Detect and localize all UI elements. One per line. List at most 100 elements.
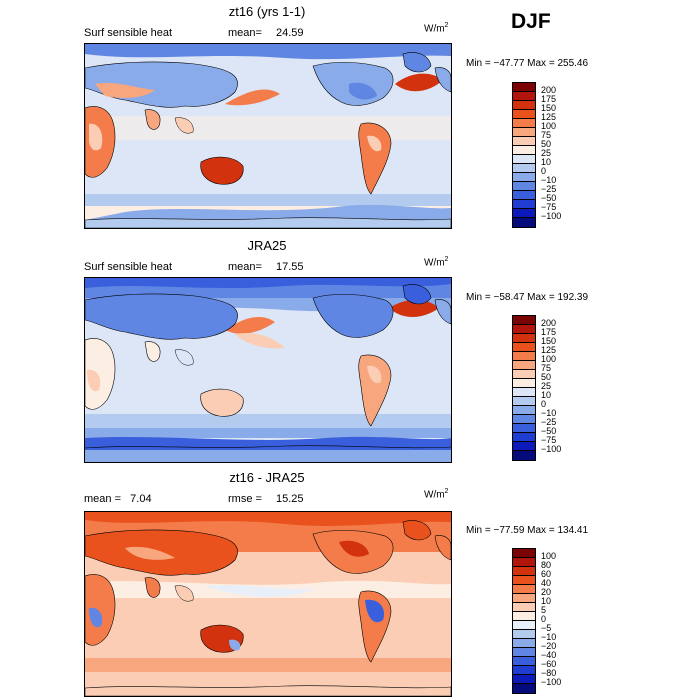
units-exponent: 2 bbox=[444, 256, 449, 263]
colorbar-segment bbox=[513, 155, 535, 164]
colorbar-tick-label: −60 bbox=[541, 659, 557, 669]
colorbar-segment bbox=[513, 388, 535, 397]
panel-1-minmax: Min = −47.77 Max = 255.46 bbox=[466, 58, 589, 69]
colorbar-tick-label: 20 bbox=[541, 587, 552, 597]
colorbar-tick-label: −50 bbox=[541, 426, 557, 436]
colorbar-segment bbox=[513, 639, 535, 648]
colorbar-tick-label: 10 bbox=[541, 390, 552, 400]
panel-3-rmse-value: 15.25 bbox=[276, 493, 304, 505]
units-base: W/m bbox=[424, 257, 445, 269]
colorbar-tick-label: 0 bbox=[541, 166, 547, 176]
colorbar-tick-label: −5 bbox=[541, 623, 552, 633]
colorbar-segment bbox=[513, 648, 535, 657]
colorbar-tick-label: 0 bbox=[541, 399, 547, 409]
units-base: W/m bbox=[424, 489, 445, 501]
colorbar-segment bbox=[513, 218, 535, 227]
colorbar-segment bbox=[513, 666, 535, 675]
colorbar-segment bbox=[513, 424, 535, 433]
colorbar-segment bbox=[513, 200, 535, 209]
panel-1-map-svg bbox=[85, 44, 451, 228]
colorbar-segment bbox=[513, 316, 535, 325]
colorbar-tick-label: −10 bbox=[541, 632, 557, 642]
colorbar-segment bbox=[513, 343, 535, 352]
colorbar-segment bbox=[513, 370, 535, 379]
colorbar-segment bbox=[513, 594, 535, 603]
panel-2-map-svg bbox=[85, 278, 451, 462]
colorbar-segment bbox=[513, 567, 535, 576]
colorbar-segment bbox=[513, 379, 535, 388]
colorbar-segment bbox=[513, 173, 535, 182]
colorbar-segment bbox=[513, 603, 535, 612]
colorbar-segment bbox=[513, 442, 535, 451]
colorbar-segment bbox=[513, 558, 535, 567]
panel-2-colorbar-segments bbox=[513, 316, 535, 460]
colorbar-tick-label: −25 bbox=[541, 417, 557, 427]
colorbar-tick-label: −20 bbox=[541, 641, 557, 651]
colorbar-segment bbox=[513, 182, 535, 191]
colorbar-segment bbox=[513, 433, 535, 442]
colorbar-tick-label: −75 bbox=[541, 435, 557, 445]
colorbar-segment bbox=[513, 334, 535, 343]
panel-3-title: zt16 - JRA25 bbox=[229, 470, 305, 485]
colorbar-segment bbox=[513, 576, 535, 585]
colorbar-tick-label: 40 bbox=[541, 578, 552, 588]
panel-2-colorbar bbox=[512, 315, 536, 461]
colorbar-segment bbox=[513, 191, 535, 200]
colorbar-segment bbox=[513, 325, 535, 334]
colorbar-tick-label: 75 bbox=[541, 363, 552, 373]
colorbar-tick-label: 150 bbox=[541, 336, 557, 346]
panel-1-mean-label: mean= bbox=[228, 27, 262, 39]
colorbar-tick-label: −100 bbox=[541, 211, 562, 221]
colorbar-tick-label: 25 bbox=[541, 148, 552, 158]
colorbar-segment bbox=[513, 92, 535, 101]
panel-1-colorbar-ticks: 200 175 150 125 100 75 50 25 10 0 −10 −25 −50 −75 −100 bbox=[541, 82, 581, 228]
colorbar-tick-label: −80 bbox=[541, 668, 557, 678]
colorbar-segment bbox=[513, 406, 535, 415]
colorbar-tick-label: −75 bbox=[541, 202, 557, 212]
colorbar-tick-label: −10 bbox=[541, 175, 557, 185]
panel-1-colorbar-segments bbox=[513, 83, 535, 227]
colorbar-tick-label: 175 bbox=[541, 327, 557, 337]
panel-3-map bbox=[84, 511, 452, 697]
panel-2-mean-label: mean= bbox=[228, 261, 262, 273]
colorbar-segment bbox=[513, 146, 535, 155]
panel-2-minmax: Min = −58.47 Max = 192.39 bbox=[466, 292, 589, 303]
colorbar-segment bbox=[513, 101, 535, 110]
colorbar-segment bbox=[513, 612, 535, 621]
panel-3-colorbar-ticks: 100 80 60 40 20 10 5 0 −5 −10 −20 −40 −60 −80 −100 bbox=[541, 548, 581, 694]
colorbar-segment bbox=[513, 110, 535, 119]
colorbar-tick-label: 50 bbox=[541, 372, 552, 382]
colorbar-segment bbox=[513, 137, 535, 146]
panel-3-mean-stat: mean = 7.04 bbox=[84, 493, 152, 505]
panel-3-units: W/m2 bbox=[424, 488, 448, 500]
panel-2-map bbox=[84, 277, 452, 463]
colorbar-tick-label: 100 bbox=[541, 121, 557, 131]
colorbar-segment bbox=[513, 630, 535, 639]
colorbar-segment bbox=[513, 451, 535, 460]
panel-2-units: W/m2 bbox=[424, 256, 448, 268]
colorbar-segment bbox=[513, 83, 535, 92]
colorbar-tick-label: 75 bbox=[541, 130, 552, 140]
colorbar-tick-label: 200 bbox=[541, 318, 557, 328]
units-exponent: 2 bbox=[444, 488, 449, 495]
colorbar-segment bbox=[513, 128, 535, 137]
colorbar-tick-label: −50 bbox=[541, 193, 557, 203]
panel-1-units: W/m2 bbox=[424, 22, 448, 34]
colorbar-tick-label: −100 bbox=[541, 444, 562, 454]
colorbar-tick-label: 100 bbox=[541, 354, 557, 364]
colorbar-segment bbox=[513, 675, 535, 684]
colorbar-segment bbox=[513, 657, 535, 666]
panel-3-rmse-label: rmse = bbox=[228, 493, 262, 505]
panel-3-map-svg bbox=[85, 512, 451, 696]
colorbar-segment bbox=[513, 549, 535, 558]
colorbar-tick-label: 150 bbox=[541, 103, 557, 113]
panel-3-colorbar bbox=[512, 548, 536, 694]
colorbar-segment bbox=[513, 164, 535, 173]
colorbar-tick-label: −25 bbox=[541, 184, 557, 194]
units-base: W/m bbox=[424, 23, 445, 35]
colorbar-tick-label: 125 bbox=[541, 112, 557, 122]
colorbar-tick-label: 125 bbox=[541, 345, 557, 355]
colorbar-segment bbox=[513, 352, 535, 361]
colorbar-segment bbox=[513, 119, 535, 128]
colorbar-tick-label: 50 bbox=[541, 139, 552, 149]
